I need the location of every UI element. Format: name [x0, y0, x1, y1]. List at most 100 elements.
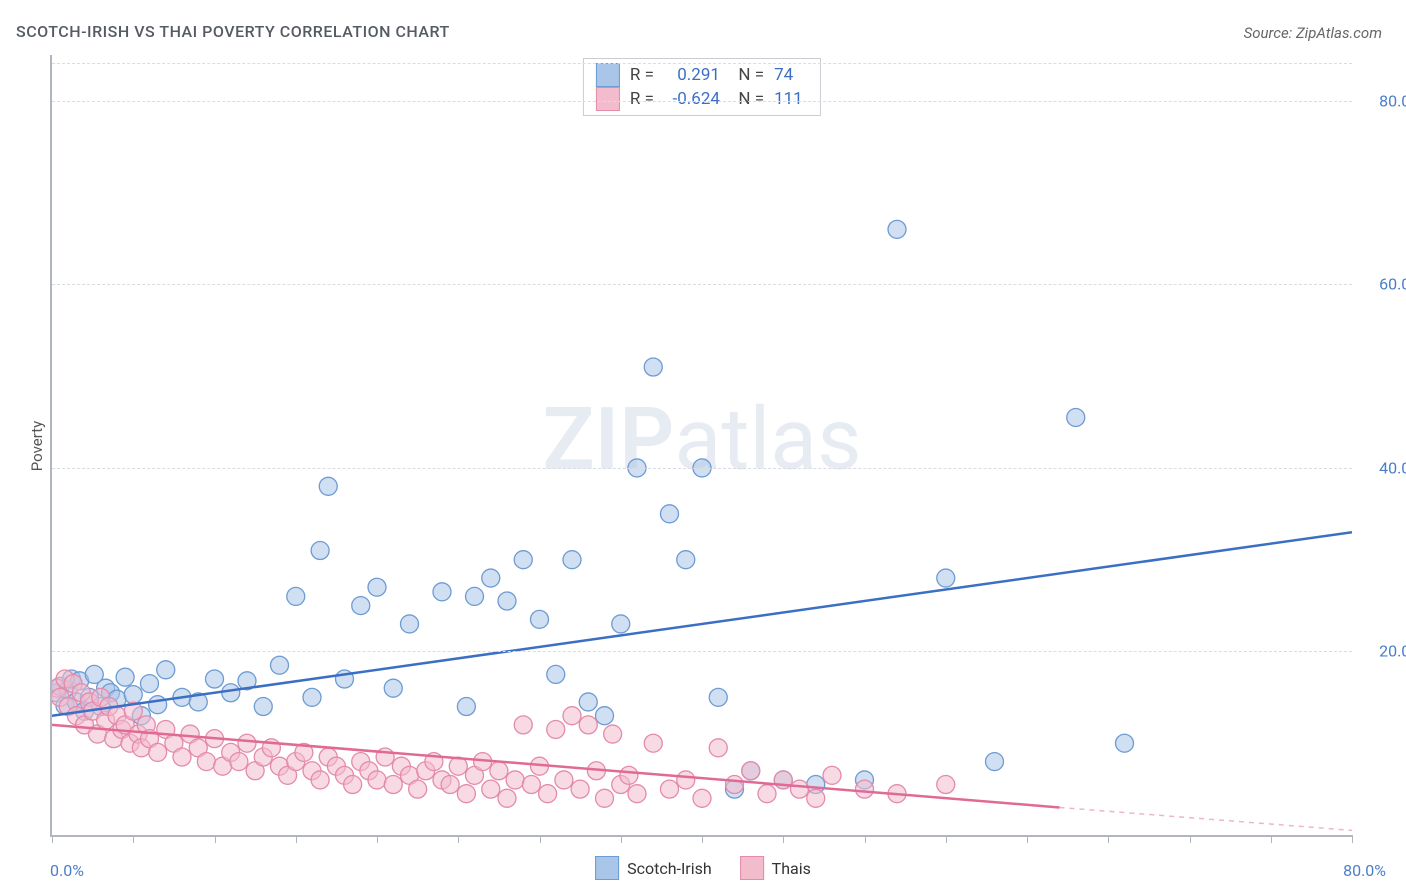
scatter-point[interactable]	[709, 688, 727, 706]
r-value: -0.624	[664, 89, 720, 109]
scatter-point[interactable]	[579, 716, 597, 734]
scatter-point[interactable]	[319, 477, 337, 495]
scatter-point[interactable]	[888, 220, 906, 238]
legend-swatch	[596, 63, 620, 87]
scatter-point[interactable]	[791, 780, 809, 798]
plot-svg	[52, 55, 1352, 835]
scatter-point[interactable]	[271, 656, 289, 674]
scatter-point[interactable]	[490, 762, 508, 780]
scatter-point[interactable]	[433, 583, 451, 601]
scatter-point[interactable]	[514, 551, 532, 569]
scatter-point[interactable]	[644, 734, 662, 752]
scatter-point[interactable]	[482, 780, 500, 798]
scatter-point[interactable]	[238, 734, 256, 752]
scatter-point[interactable]	[677, 771, 695, 789]
scatter-point[interactable]	[677, 551, 695, 569]
scatter-point[interactable]	[197, 753, 215, 771]
scatter-point[interactable]	[709, 739, 727, 757]
legend-label: Scotch-Irish	[627, 859, 712, 878]
scatter-point[interactable]	[856, 780, 874, 798]
gridline	[52, 651, 1352, 652]
scatter-point[interactable]	[742, 762, 760, 780]
scatter-point[interactable]	[986, 753, 1004, 771]
n-value: 74	[774, 65, 808, 85]
x-tick	[1108, 835, 1109, 843]
scatter-point[interactable]	[807, 789, 825, 807]
scatter-point[interactable]	[661, 505, 679, 523]
scatter-point[interactable]	[401, 615, 419, 633]
scatter-point[interactable]	[141, 675, 159, 693]
scatter-point[interactable]	[457, 785, 475, 803]
scatter-point[interactable]	[482, 569, 500, 587]
scatter-point[interactable]	[547, 665, 565, 683]
scatter-point[interactable]	[937, 569, 955, 587]
legend-item[interactable]: Thais	[740, 856, 811, 880]
scatter-point[interactable]	[157, 661, 175, 679]
scatter-point[interactable]	[644, 358, 662, 376]
scatter-point[interactable]	[303, 688, 321, 706]
trend-line-extension	[1060, 807, 1353, 830]
scatter-point[interactable]	[628, 785, 646, 803]
n-label: N =	[730, 65, 764, 85]
scatter-point[interactable]	[937, 776, 955, 794]
scatter-point[interactable]	[409, 780, 427, 798]
scatter-point[interactable]	[823, 766, 841, 784]
scatter-point[interactable]	[579, 693, 597, 711]
scatter-point[interactable]	[173, 748, 191, 766]
scatter-point[interactable]	[563, 707, 581, 725]
scatter-point[interactable]	[498, 592, 516, 610]
scatter-point[interactable]	[498, 789, 516, 807]
scatter-point[interactable]	[254, 698, 272, 716]
scatter-point[interactable]	[352, 597, 370, 615]
scatter-point[interactable]	[758, 785, 776, 803]
scatter-point[interactable]	[311, 771, 329, 789]
y-tick-label: 20.0%	[1362, 642, 1406, 661]
legend-item[interactable]: Scotch-Irish	[595, 856, 712, 880]
scatter-point[interactable]	[726, 776, 744, 794]
scatter-point[interactable]	[661, 780, 679, 798]
n-value: 111	[774, 89, 808, 109]
scatter-point[interactable]	[1067, 408, 1085, 426]
scatter-point[interactable]	[571, 780, 589, 798]
scatter-point[interactable]	[596, 707, 614, 725]
scatter-point[interactable]	[531, 610, 549, 628]
scatter-point[interactable]	[384, 776, 402, 794]
scatter-point[interactable]	[149, 743, 167, 761]
scatter-point[interactable]	[522, 776, 540, 794]
scatter-point[interactable]	[230, 753, 248, 771]
scatter-point[interactable]	[344, 776, 362, 794]
scatter-point[interactable]	[206, 670, 224, 688]
scatter-point[interactable]	[457, 698, 475, 716]
x-tick	[1027, 835, 1028, 843]
scatter-point[interactable]	[124, 686, 142, 704]
scatter-point[interactable]	[547, 720, 565, 738]
scatter-point[interactable]	[384, 679, 402, 697]
gridline	[52, 101, 1352, 102]
scatter-point[interactable]	[222, 684, 240, 702]
scatter-point[interactable]	[368, 578, 386, 596]
scatter-point[interactable]	[466, 587, 484, 605]
trend-line	[52, 532, 1352, 716]
scatter-point[interactable]	[620, 766, 638, 784]
scatter-point[interactable]	[1116, 734, 1134, 752]
scatter-point[interactable]	[604, 725, 622, 743]
scatter-point[interactable]	[514, 716, 532, 734]
x-tick	[377, 835, 378, 843]
scatter-point[interactable]	[693, 789, 711, 807]
scatter-point[interactable]	[441, 776, 459, 794]
scatter-point[interactable]	[287, 587, 305, 605]
gridline	[52, 468, 1352, 469]
scatter-point[interactable]	[149, 696, 167, 714]
scatter-point[interactable]	[555, 771, 573, 789]
scatter-point[interactable]	[311, 542, 329, 560]
x-tick	[865, 835, 866, 843]
scatter-point[interactable]	[612, 615, 630, 633]
scatter-point[interactable]	[563, 551, 581, 569]
scatter-point[interactable]	[368, 771, 386, 789]
x-tick	[458, 835, 459, 843]
scatter-point[interactable]	[506, 771, 524, 789]
scatter-point[interactable]	[539, 785, 557, 803]
scatter-point[interactable]	[116, 668, 134, 686]
scatter-point[interactable]	[596, 789, 614, 807]
x-tick	[540, 835, 541, 843]
